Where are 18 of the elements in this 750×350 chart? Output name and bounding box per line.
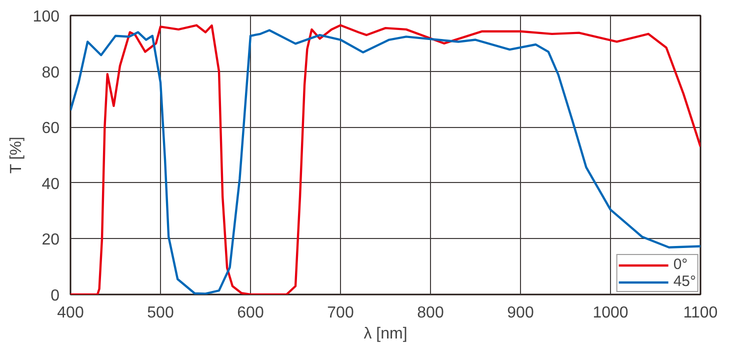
y-tick-label: 80 (42, 64, 60, 82)
y-tick-label: 100 (32, 8, 60, 26)
x-axis-title: λ [nm] (364, 326, 408, 342)
x-tick-label: 800 (417, 304, 444, 322)
legend-label: 45° (673, 273, 696, 290)
y-tick-label: 60 (42, 120, 60, 138)
x-tick-label: 900 (507, 304, 534, 322)
x-tick-label: 500 (147, 304, 174, 322)
y-tick-label: 40 (42, 176, 60, 193)
x-tick-label: 1000 (592, 304, 628, 322)
x-tick-label: 600 (237, 304, 264, 322)
x-tick-label: 1100 (683, 304, 718, 322)
y-tick-label: 20 (42, 232, 60, 249)
x-tick-label: 700 (327, 304, 354, 322)
y-tick-label: 0 (50, 288, 60, 304)
y-axis-title: T [%] (8, 136, 25, 174)
x-tick-label: 400 (57, 304, 84, 322)
legend-label: 0° (673, 256, 689, 273)
